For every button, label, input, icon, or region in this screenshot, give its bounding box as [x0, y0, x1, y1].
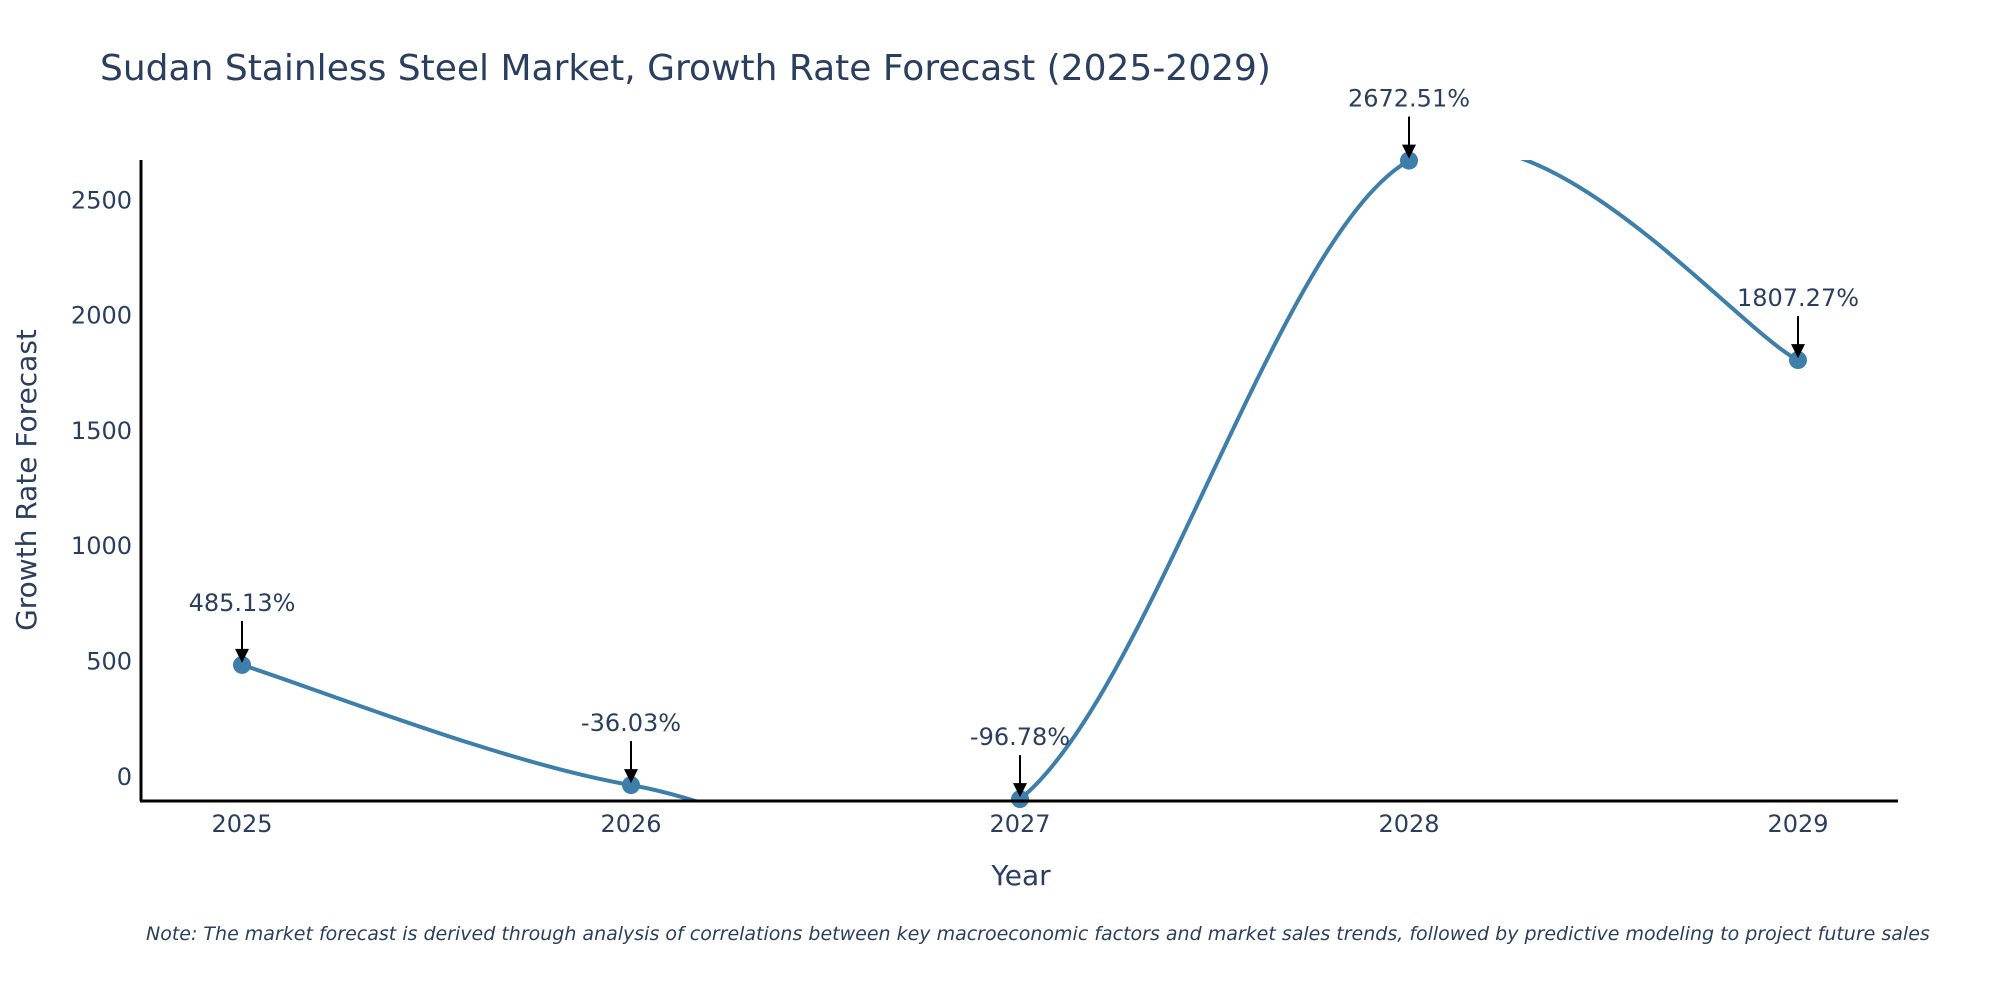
- data-label: 2672.51%: [1348, 85, 1470, 113]
- y-tick-label: 2500: [71, 186, 132, 214]
- y-tick-label: 1000: [71, 532, 132, 560]
- annotation-arrowhead: [1791, 344, 1805, 359]
- series-points: [233, 151, 1807, 809]
- series-line: [241, 160, 1799, 801]
- annotation-arrowhead: [1402, 144, 1416, 159]
- chart-title: Sudan Stainless Steel Market, Growth Rat…: [100, 48, 1271, 89]
- data-point: [233, 655, 251, 674]
- x-tick-label: 2029: [1767, 810, 1828, 838]
- data-point: [1011, 790, 1029, 809]
- data-label: -36.03%: [581, 709, 681, 737]
- y-axis-title: Growth Rate Forecast: [10, 329, 43, 631]
- data-annotations: 485.13% -36.03% -96.78% 2672.51% 1807.27%: [189, 85, 1859, 798]
- annotation-arrowhead: [235, 648, 249, 663]
- data-point: [1789, 351, 1807, 370]
- x-tick-label: 2028: [1378, 810, 1439, 838]
- y-tick-label: 2000: [71, 302, 132, 330]
- annotation-arrowhead: [1013, 783, 1027, 798]
- data-label: 485.13%: [189, 589, 296, 617]
- data-point: [1400, 151, 1418, 170]
- y-tick-label: 1500: [71, 417, 132, 445]
- x-tick-label: 2027: [989, 810, 1050, 838]
- y-axis-ticks: 0 500 1000 1500 2000 2500: [71, 186, 132, 790]
- data-label: -96.78%: [970, 723, 1070, 751]
- data-label: 1807.27%: [1737, 284, 1859, 312]
- x-axis-ticks: 2025 2026 2027 2028 2029: [211, 810, 1828, 838]
- x-tick-label: 2026: [600, 810, 661, 838]
- annotation-arrowhead: [624, 769, 638, 784]
- x-axis-title: Year: [990, 859, 1051, 892]
- footnote: Note: The market forecast is derived thr…: [146, 923, 1930, 945]
- y-tick-label: 500: [86, 648, 132, 676]
- x-tick-label: 2025: [211, 810, 272, 838]
- data-point: [622, 776, 640, 795]
- y-tick-label: 0: [117, 763, 132, 791]
